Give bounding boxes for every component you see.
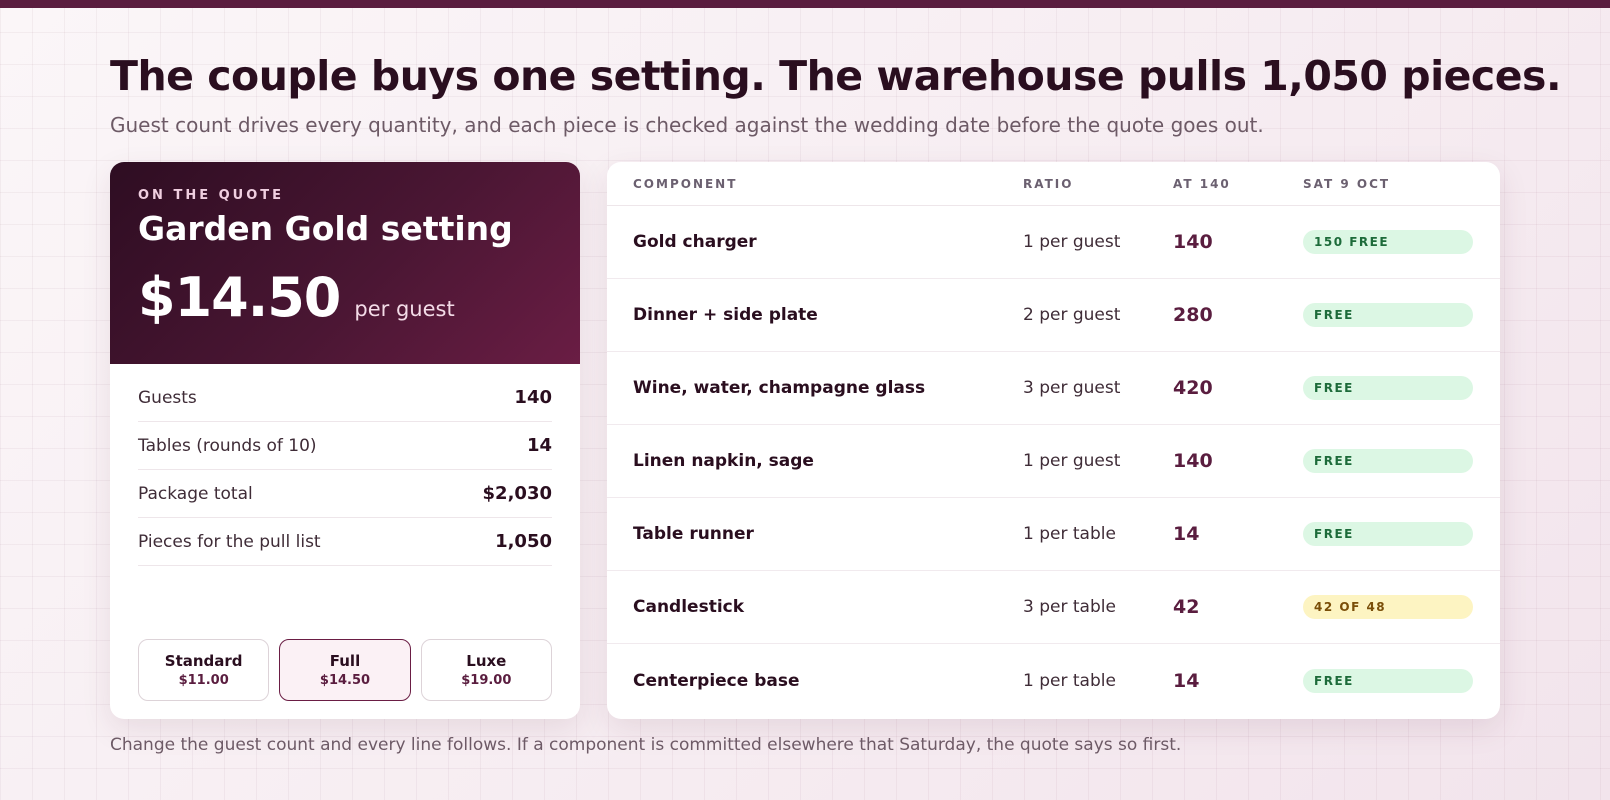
table-header: COMPONENT RATIO AT 140 SAT 9 OCT — [607, 162, 1500, 206]
availability-badge: FREE — [1303, 668, 1473, 693]
page-headline: The couple buys one setting. The warehou… — [110, 52, 1562, 100]
component-quantity: 14 — [1173, 523, 1200, 545]
tier-price: $14.50 — [319, 673, 371, 688]
footnote: Change the guest count and every line fo… — [110, 735, 1182, 755]
component-ratio: 3 per table — [1023, 597, 1116, 617]
availability-badge: FREE — [1303, 522, 1473, 546]
availability-badge: 150 FREE — [1303, 230, 1473, 254]
tier-selector: Standard $11.00 Full $14.50 Luxe $19.00 — [138, 639, 552, 701]
stat-pull-pieces: Pieces for the pull list 1,050 — [138, 518, 552, 566]
quote-eyebrow: ON THE QUOTE — [138, 188, 285, 203]
stat-tables: Tables (rounds of 10) 14 — [138, 422, 552, 470]
stat-value: 14 — [526, 435, 552, 456]
stat-label: Package total — [138, 483, 253, 504]
table-row: Candlestick 3 per table 42 42 OF 48 — [607, 571, 1500, 644]
tier-price: $19.00 — [461, 673, 512, 688]
tier-name: Full — [329, 652, 361, 670]
stat-value: 140 — [514, 387, 552, 408]
component-ratio: 1 per table — [1023, 670, 1116, 691]
tier-full-button[interactable]: Full $14.50 — [279, 639, 411, 701]
stat-label: Pieces for the pull list — [138, 531, 321, 552]
component-quantity: 420 — [1173, 377, 1213, 399]
component-name: Linen napkin, sage — [633, 451, 814, 471]
component-quantity: 42 — [1173, 596, 1200, 618]
table-row: Wine, water, champagne glass 3 per guest… — [607, 352, 1500, 425]
component-quantity: 140 — [1173, 450, 1213, 472]
tier-price: $11.00 — [178, 673, 229, 688]
page-subheadline: Guest count drives every quantity, and e… — [110, 113, 1264, 137]
stat-label: Guests — [138, 387, 197, 408]
stat-value: $2,030 — [482, 483, 552, 504]
table-row: Linen napkin, sage 1 per guest 140 FREE — [607, 425, 1500, 498]
availability-badge-warning: 42 OF 48 — [1303, 595, 1473, 619]
stat-guests: Guests 140 — [138, 374, 552, 422]
table-row: Centerpiece base 1 per table 14 FREE — [607, 644, 1500, 717]
component-name: Candlestick — [633, 597, 745, 617]
price-row: $14.50 per guest — [138, 266, 552, 329]
table-row: Table runner 1 per table 14 FREE — [607, 498, 1500, 571]
availability-badge: FREE — [1303, 449, 1473, 473]
stat-package-total: Package total $2,030 — [138, 470, 552, 518]
quote-card: ON THE QUOTE Garden Gold setting $14.50 … — [110, 162, 580, 719]
pull-list-table: COMPONENT RATIO AT 140 SAT 9 OCT Gold ch… — [607, 162, 1500, 719]
price-unit: per guest — [354, 297, 455, 321]
component-name: Wine, water, champagne glass — [633, 378, 926, 398]
top-accent-bar — [0, 0, 1610, 8]
price-per-guest: $14.50 — [138, 266, 341, 329]
header-quantity: AT 140 — [1173, 176, 1231, 191]
setting-title: Garden Gold setting — [138, 209, 513, 248]
tier-luxe-button[interactable]: Luxe $19.00 — [420, 639, 552, 701]
component-name: Gold charger — [633, 232, 757, 252]
header-component: COMPONENT — [633, 176, 738, 191]
component-ratio: 3 per guest — [1023, 378, 1121, 398]
tier-name: Luxe — [466, 652, 507, 670]
component-quantity: 140 — [1173, 231, 1213, 253]
tier-name: Standard — [164, 652, 243, 670]
component-ratio: 1 per table — [1023, 524, 1116, 544]
header-date: SAT 9 OCT — [1303, 176, 1391, 191]
component-name: Dinner + side plate — [633, 305, 818, 325]
component-name: Table runner — [633, 524, 754, 544]
component-ratio: 2 per guest — [1023, 305, 1121, 325]
component-quantity: 14 — [1173, 669, 1200, 692]
component-name: Centerpiece base — [633, 670, 800, 691]
component-ratio: 1 per guest — [1023, 451, 1121, 471]
quote-card-header: ON THE QUOTE Garden Gold setting $14.50 … — [110, 162, 580, 364]
stat-label: Tables (rounds of 10) — [138, 435, 317, 456]
table-row: Gold charger 1 per guest 140 150 FREE — [607, 206, 1500, 279]
header-ratio: RATIO — [1023, 176, 1074, 191]
availability-badge: FREE — [1303, 376, 1473, 400]
component-quantity: 280 — [1173, 304, 1213, 326]
tier-standard-button[interactable]: Standard $11.00 — [138, 639, 270, 701]
component-ratio: 1 per guest — [1023, 232, 1121, 252]
table-row: Dinner + side plate 2 per guest 280 FREE — [607, 279, 1500, 352]
stat-value: 1,050 — [495, 531, 552, 552]
quote-stats: Guests 140 Tables (rounds of 10) 14 Pack… — [110, 364, 580, 566]
availability-badge: FREE — [1303, 303, 1473, 327]
